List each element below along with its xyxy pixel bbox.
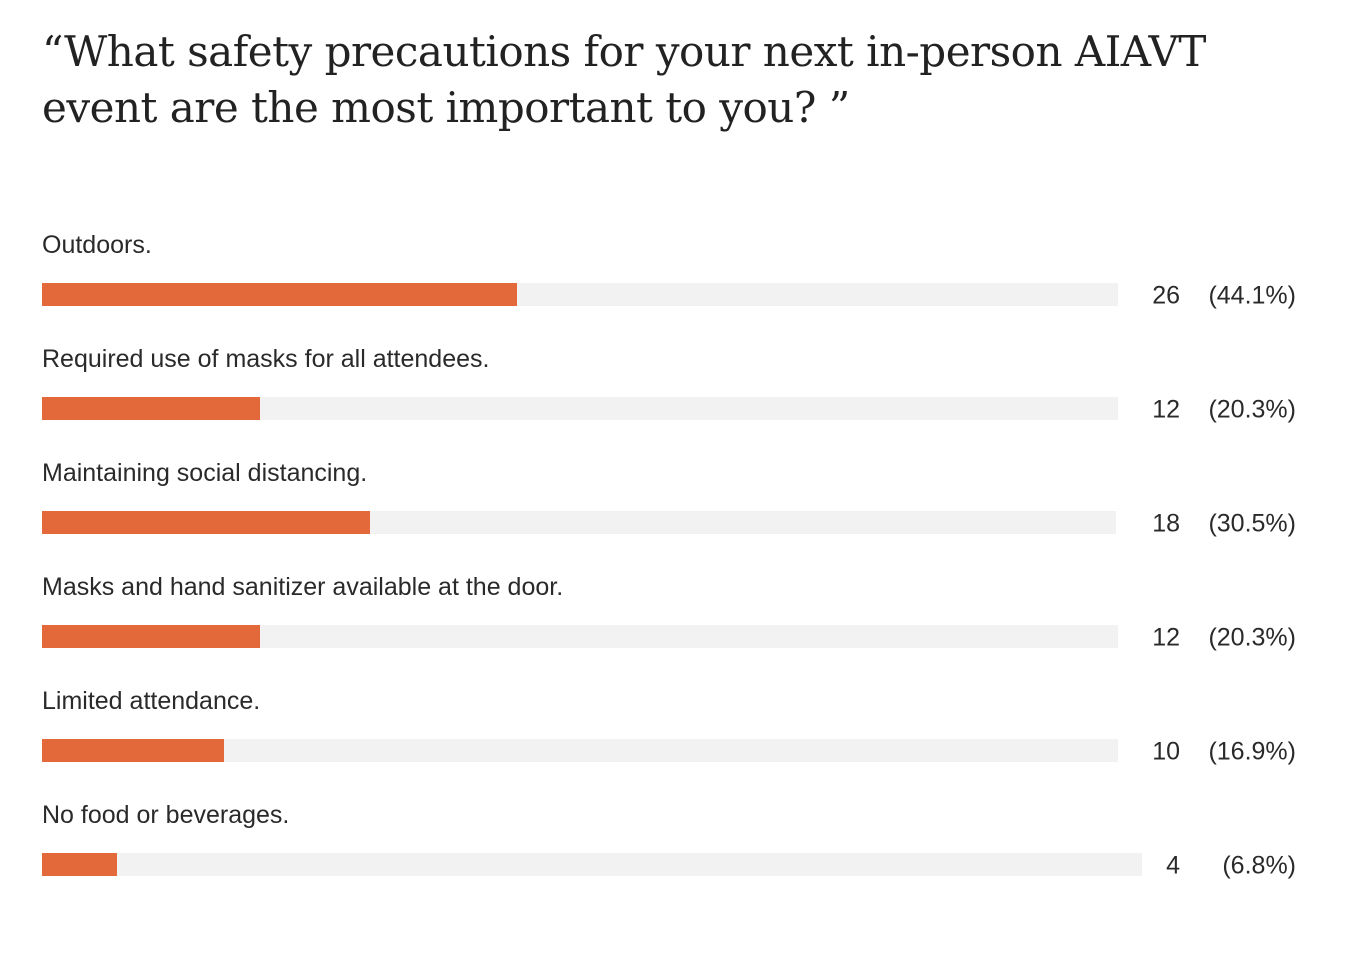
bar (42, 739, 224, 762)
category-label: Outdoors. (42, 231, 152, 259)
bar-row: Outdoors. 26 (44.1%) (42, 231, 1296, 310)
percent-label: (16.9%) (1208, 738, 1296, 766)
bar-row: Limited attendance. 10 (16.9%) (42, 687, 1296, 766)
category-label: Maintaining social distancing. (42, 459, 367, 487)
bar-row: Maintaining social distancing. 18 (30.5%) (42, 459, 1296, 538)
bar-track (42, 739, 1118, 762)
category-label: Masks and hand sanitizer available at th… (42, 573, 563, 601)
bar (42, 853, 117, 876)
count-label: 26 (1152, 282, 1180, 310)
bar-row: Required use of masks for all attendees.… (42, 345, 1296, 424)
category-label: Required use of masks for all attendees. (42, 345, 489, 373)
bar-row: Masks and hand sanitizer available at th… (42, 573, 1296, 652)
bar-track (42, 625, 1118, 648)
bar-track (42, 853, 1142, 876)
chart-title: “What safety precautions for your next i… (42, 27, 1206, 132)
count-label: 12 (1152, 624, 1180, 652)
bar (42, 397, 260, 420)
count-label: 12 (1152, 396, 1180, 424)
count-label: 18 (1152, 510, 1180, 538)
category-label: Limited attendance. (42, 687, 260, 715)
percent-label: (20.3%) (1208, 396, 1296, 424)
percent-label: (20.3%) (1208, 624, 1296, 652)
bar (42, 625, 260, 648)
percent-label: (30.5%) (1208, 510, 1296, 538)
bar-track (42, 397, 1118, 420)
bar-row: No food or beverages. 4 (6.8%) (42, 801, 1296, 880)
category-label: No food or beverages. (42, 801, 289, 829)
count-label: 4 (1166, 852, 1180, 880)
percent-label: (6.8%) (1222, 852, 1296, 880)
bar (42, 511, 370, 534)
count-label: 10 (1152, 738, 1180, 766)
percent-label: (44.1%) (1208, 282, 1296, 310)
bar (42, 283, 517, 306)
